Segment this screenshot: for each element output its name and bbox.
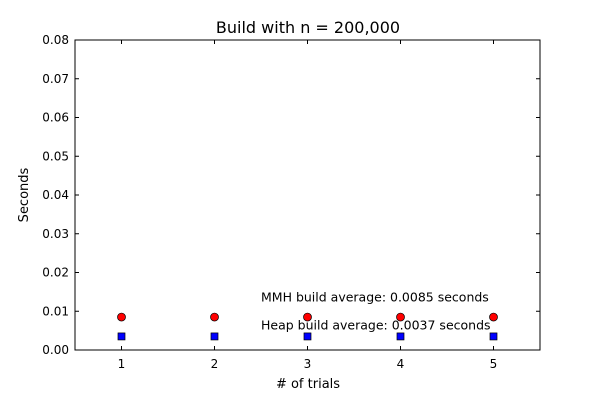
annotation-1: MMH build average: 0.0085 seconds xyxy=(261,290,489,305)
x-tick-label-3: 3 xyxy=(304,357,312,371)
square-point-5 xyxy=(489,332,498,341)
y-tick-label-8: 0.07 xyxy=(42,72,69,86)
data-marks xyxy=(117,312,498,341)
square-point-4 xyxy=(396,332,405,341)
plot-frame xyxy=(74,39,541,351)
circle-point-2 xyxy=(210,312,219,322)
circle-point-3 xyxy=(303,312,312,322)
y-tick-label-2: 0.01 xyxy=(42,304,69,318)
y-tick-label-9: 0.08 xyxy=(42,33,69,47)
y-tick-label-6: 0.05 xyxy=(42,149,69,163)
circle-point-5 xyxy=(489,312,498,322)
annotations: MMH build average: 0.0085 seconds Heap bu… xyxy=(261,290,491,333)
tick-labels: 1 2 3 4 5 0.00 0.01 0.02 0.03 0.04 0.05 0.06 0.07 0.0… xyxy=(42,33,497,371)
x-axis-label: # of trials xyxy=(276,377,340,392)
x-tick-label-1: 1 xyxy=(118,357,126,371)
axis-ticks xyxy=(75,39,540,351)
y-tick-label-1: 0.00 xyxy=(42,343,69,357)
annotation-2: Heap build average: 0.0037 seconds xyxy=(261,317,491,332)
square-point-3 xyxy=(303,332,312,341)
x-tick-label-5: 5 xyxy=(490,357,498,371)
y-tick-label-3: 0.02 xyxy=(42,266,69,280)
circle-point-4 xyxy=(396,312,405,322)
chart-title: Build with n = 200,000 xyxy=(216,18,400,37)
y-tick-label-7: 0.06 xyxy=(42,111,69,125)
circle-point-1 xyxy=(117,312,126,322)
y-tick-label-4: 0.03 xyxy=(42,227,69,241)
y-tick-label-5: 0.04 xyxy=(42,188,69,202)
square-point-1 xyxy=(117,332,126,341)
x-tick-label-4: 4 xyxy=(397,357,405,371)
x-tick-label-2: 2 xyxy=(211,357,219,371)
square-point-2 xyxy=(210,332,219,341)
y-axis-label: Seconds xyxy=(17,167,32,222)
